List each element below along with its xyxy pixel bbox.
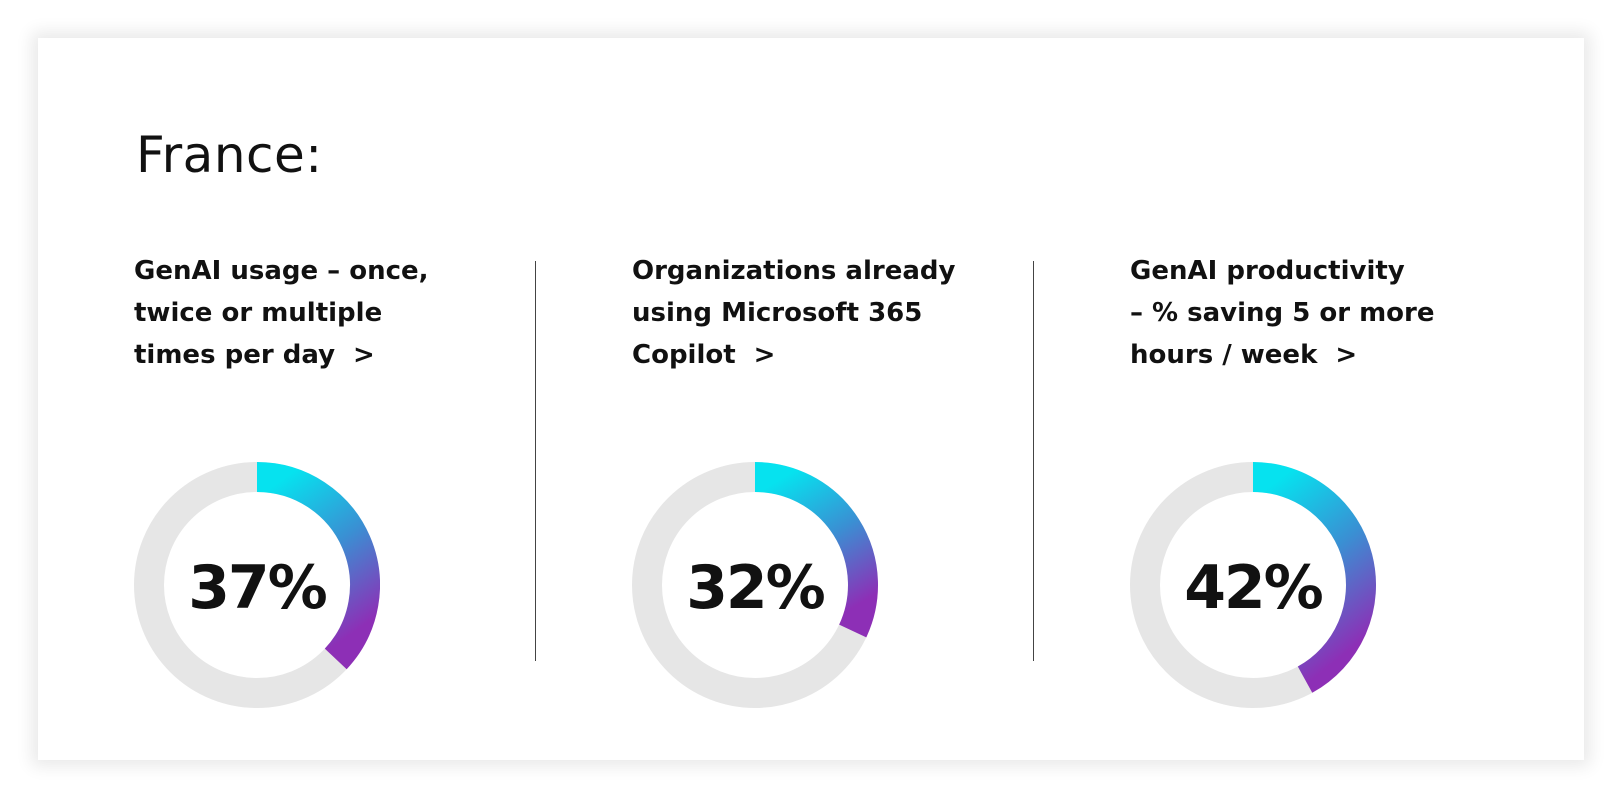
label-line: GenAI productivity xyxy=(1130,256,1405,286)
chevron-right-icon: > xyxy=(1335,340,1358,370)
label-line: GenAI usage – once, xyxy=(134,256,429,286)
donut-chart-genai-productivity: 42% xyxy=(1130,462,1376,708)
divider xyxy=(535,261,536,661)
copilot-adoption-link[interactable]: Organizations already using Microsoft 36… xyxy=(632,250,962,376)
label-line: hours / week xyxy=(1130,340,1318,370)
label-line: times per day xyxy=(134,340,336,370)
chevron-right-icon: > xyxy=(353,340,375,370)
label-line: Copilot xyxy=(632,340,736,370)
donut-value-arc xyxy=(256,462,380,670)
stat-panel-copilot-adoption: Organizations already using Microsoft 36… xyxy=(632,250,1147,710)
donut-value-arc xyxy=(754,462,878,638)
donut-value-arc xyxy=(1252,462,1376,693)
label-line: Organizations already xyxy=(632,256,956,286)
donut-svg: 37% xyxy=(134,462,380,708)
label-line: – % saving 5 or more xyxy=(1130,298,1435,328)
stat-panel-genai-productivity: GenAI productivity – % saving 5 or more … xyxy=(1130,250,1622,710)
donut-value-label: 42% xyxy=(1184,553,1322,623)
donut-value-label: 32% xyxy=(686,553,824,623)
donut-chart-copilot-adoption: 32% xyxy=(632,462,878,708)
genai-productivity-link[interactable]: GenAI productivity – % saving 5 or more … xyxy=(1130,250,1460,376)
donut-svg: 42% xyxy=(1130,462,1376,708)
label-line: using Microsoft 365 xyxy=(632,298,923,328)
chevron-right-icon: > xyxy=(753,340,776,370)
donut-chart-genai-usage: 37% xyxy=(134,462,380,708)
donut-value-label: 37% xyxy=(188,553,326,623)
label-line: twice or multiple xyxy=(134,298,383,328)
donut-svg: 32% xyxy=(632,462,878,708)
page-title: France: xyxy=(136,126,323,184)
stat-panel-genai-usage: GenAI usage – once, twice or multiple ti… xyxy=(134,250,649,710)
genai-usage-link[interactable]: GenAI usage – once, twice or multiple ti… xyxy=(134,250,464,376)
stats-card: France: GenAI usage – once, twice or mul… xyxy=(38,38,1584,760)
divider xyxy=(1033,261,1034,661)
